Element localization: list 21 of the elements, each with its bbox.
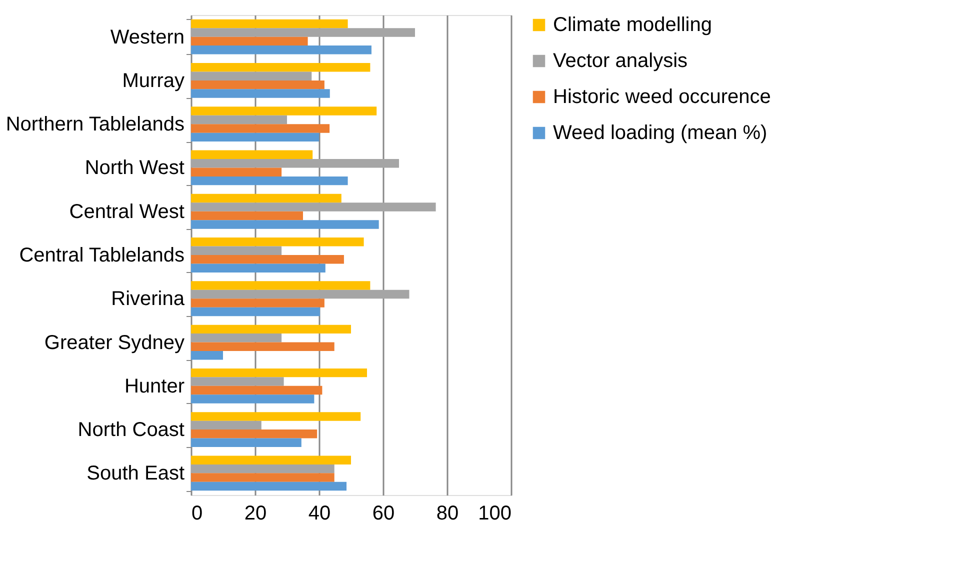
y-tick-label: Central West [69, 200, 185, 223]
y-tick-label: North West [84, 157, 185, 180]
y-tick-label: Murray [122, 70, 184, 92]
x-tick-label: 60 [372, 502, 395, 524]
x-tick-label: 20 [244, 502, 267, 524]
y-tick-label: Central Tablelands [19, 244, 184, 266]
y-tick-label: Western [110, 26, 184, 48]
x-tick-label: 0 [192, 502, 203, 524]
x-tick-label: 100 [478, 502, 512, 524]
x-tick-label: 80 [436, 502, 459, 524]
legend-label: Vector analysis [553, 50, 688, 72]
y-tick-label: South East [86, 462, 185, 485]
y-tick-label: Hunter [124, 375, 185, 398]
legend-label: Weed loading (mean %) [553, 122, 768, 144]
legend-label: Historic weed occurence [553, 86, 771, 108]
y-tick-label: Northern Tablelands [6, 114, 184, 136]
y-tick-label: North Coast [78, 419, 185, 442]
legend-label: Climate modelling [553, 14, 712, 36]
x-tick-label: 40 [308, 502, 331, 524]
y-tick-label: Riverina [111, 288, 186, 310]
y-tick-label: Greater Sydney [44, 332, 184, 354]
